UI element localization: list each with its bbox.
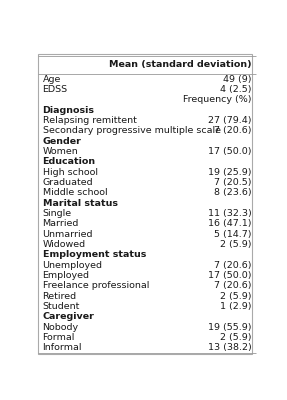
Text: 16 (47.1): 16 (47.1) [208,219,252,228]
Text: 2 (5.9): 2 (5.9) [220,292,252,301]
Text: Gender: Gender [42,137,82,146]
Text: Married: Married [42,219,79,228]
Text: Single: Single [42,209,72,218]
Text: 49 (9): 49 (9) [223,75,252,84]
FancyBboxPatch shape [38,54,252,354]
Text: 7 (20.6): 7 (20.6) [214,261,252,270]
Text: 7 (20.5): 7 (20.5) [214,178,252,187]
Text: Education: Education [42,158,96,166]
Text: 11 (32.3): 11 (32.3) [208,209,252,218]
Text: Widowed: Widowed [42,240,86,249]
Text: Freelance professional: Freelance professional [42,281,149,290]
Text: Formal: Formal [42,333,75,342]
Text: 19 (25.9): 19 (25.9) [208,168,252,177]
Text: Caregiver: Caregiver [42,312,94,321]
Text: Age: Age [42,75,61,84]
Text: Frequency (%): Frequency (%) [183,96,252,104]
Text: 17 (50.0): 17 (50.0) [208,147,252,156]
Text: Middle school: Middle school [42,188,107,198]
Text: 8 (23.6): 8 (23.6) [214,188,252,198]
Text: Retired: Retired [42,292,77,301]
Text: Diagnosis: Diagnosis [42,106,94,115]
Text: 7 (20.6): 7 (20.6) [214,126,252,136]
Text: Secondary progressive multiple scale: Secondary progressive multiple scale [42,126,220,136]
Text: Employment status: Employment status [42,250,146,259]
Text: High school: High school [42,168,98,177]
Text: 19 (55.9): 19 (55.9) [208,323,252,332]
Text: 1 (2.9): 1 (2.9) [220,302,252,311]
Text: EDSS: EDSS [42,85,68,94]
Text: 2 (5.9): 2 (5.9) [220,240,252,249]
Text: Informal: Informal [42,343,82,352]
Text: Unemployed: Unemployed [42,261,102,270]
Text: Student: Student [42,302,80,311]
Text: Marital status: Marital status [42,199,118,208]
Text: 2 (5.9): 2 (5.9) [220,333,252,342]
Text: 5 (14.7): 5 (14.7) [214,230,252,239]
Text: Graduated: Graduated [42,178,93,187]
Text: Employed: Employed [42,271,90,280]
Text: 4 (2.5): 4 (2.5) [220,85,252,94]
Text: 7 (20.6): 7 (20.6) [214,281,252,290]
Text: 17 (50.0): 17 (50.0) [208,271,252,280]
Text: 27 (79.4): 27 (79.4) [208,116,252,125]
Text: Nobody: Nobody [42,323,79,332]
Text: Women: Women [42,147,78,156]
Text: Relapsing remittent: Relapsing remittent [42,116,136,125]
Text: Unmarried: Unmarried [42,230,93,239]
Text: Mean (standard deviation): Mean (standard deviation) [109,60,252,70]
Text: 13 (38.2): 13 (38.2) [208,343,252,352]
